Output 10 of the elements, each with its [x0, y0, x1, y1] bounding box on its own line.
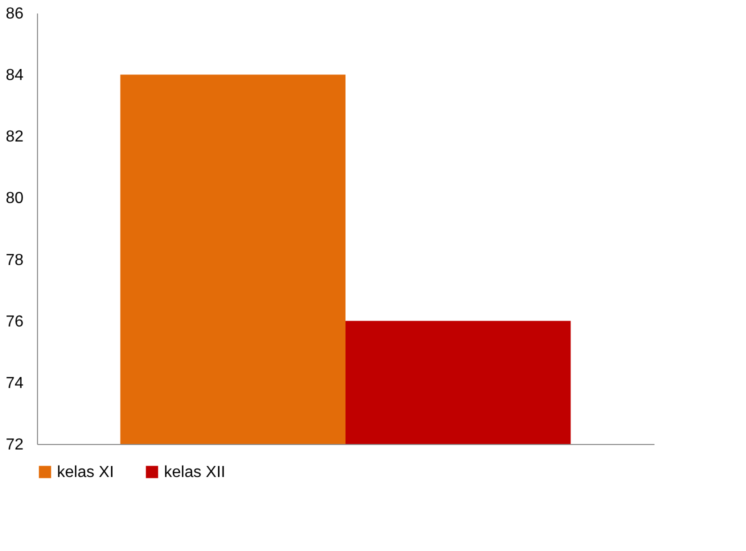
y-tick-label: 72: [6, 436, 24, 454]
y-tick-label: 82: [6, 128, 24, 146]
y-tick-label: 80: [6, 190, 24, 208]
y-tick-label: 86: [6, 6, 24, 22]
legend-label: kelas XI: [57, 464, 114, 481]
legend-label: kelas XII: [164, 464, 226, 481]
y-tick-label: 84: [6, 67, 24, 84]
y-tick-label: 74: [6, 374, 24, 392]
y-tick-label: 76: [6, 313, 24, 330]
y-tick-label: 78: [6, 252, 24, 269]
